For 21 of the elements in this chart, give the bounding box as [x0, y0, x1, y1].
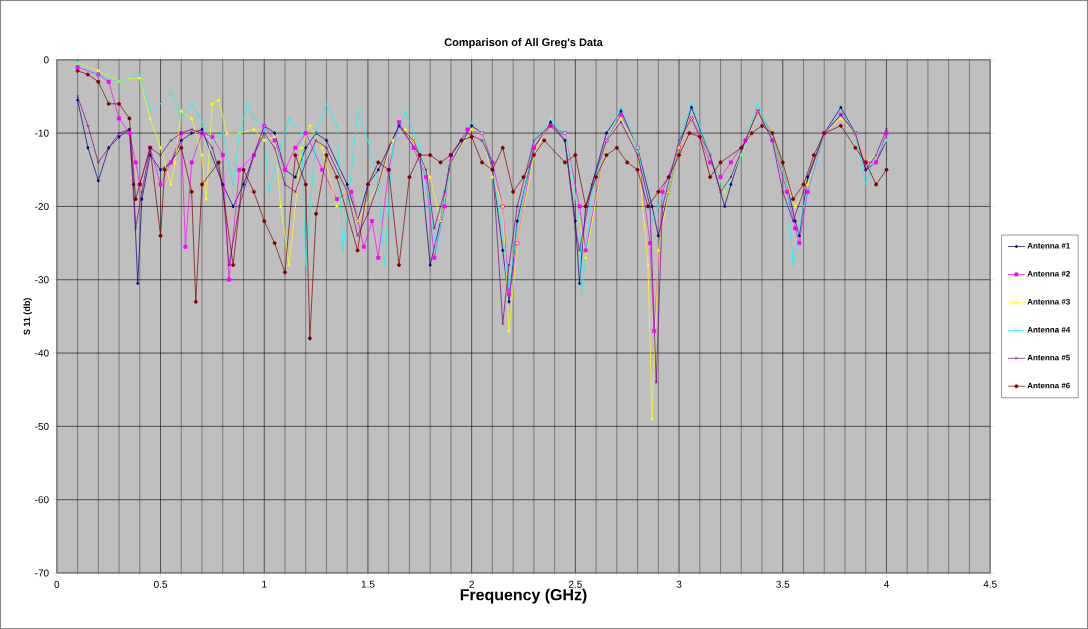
x-tick-label: 1: [262, 580, 267, 588]
x-tick-label: 4: [883, 580, 889, 588]
x-axis-title: Frequency (GHz): [460, 588, 587, 604]
x-tick-label: 3: [676, 580, 682, 588]
y-tick-label: -40: [35, 349, 49, 357]
y-tick-label: -20: [35, 203, 49, 211]
x-tick-label: 2.5: [568, 580, 582, 588]
x-tick-label: 1.5: [361, 580, 375, 588]
x-tick-label: 0.5: [154, 580, 168, 588]
y-tick-label: -30: [35, 276, 49, 284]
x-tick-label: 4.5: [983, 580, 997, 588]
y-tick-label: 0: [43, 56, 49, 64]
y-tick-label: -50: [35, 422, 49, 430]
y-tick-label: -10: [35, 129, 49, 137]
x-tick-label: 3.5: [776, 580, 790, 588]
x-tick-label: 0: [54, 580, 60, 588]
y-tick-label: -60: [35, 496, 49, 504]
y-axis-title: S 11 (db): [23, 298, 32, 335]
x-tick-label: 2: [469, 580, 474, 588]
chart-title: Comparison of All Greg's Data: [444, 38, 603, 49]
y-tick-label: -70: [35, 569, 49, 577]
